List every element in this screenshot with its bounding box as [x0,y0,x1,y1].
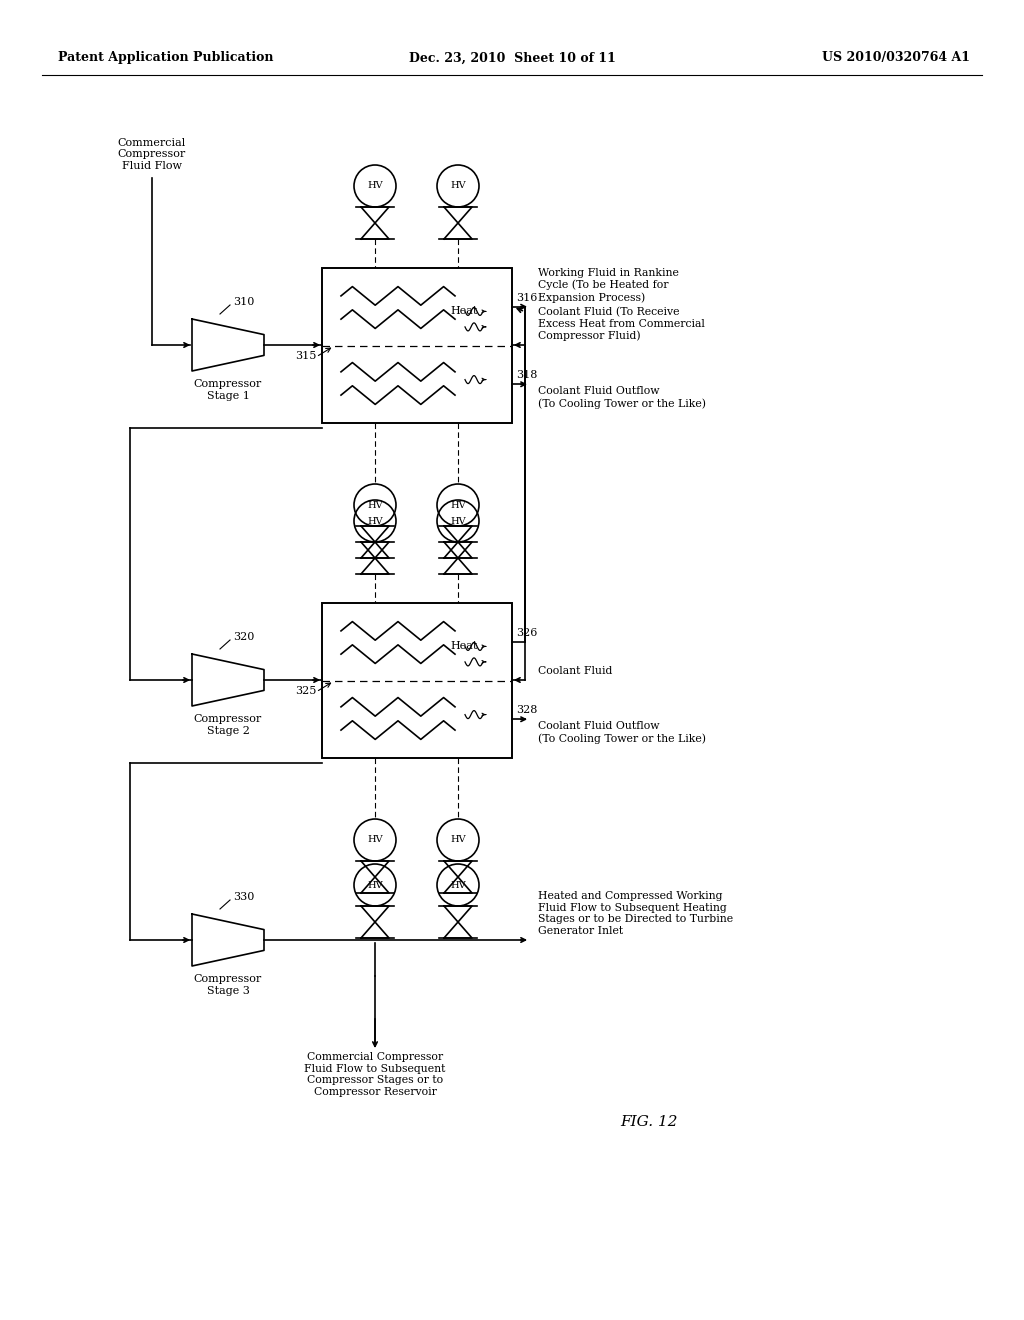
Text: Coolant Fluid (To Receive
Excess Heat from Commercial
Compressor Fluid): Coolant Fluid (To Receive Excess Heat fr… [538,306,705,341]
Text: HV: HV [368,516,383,525]
Text: Patent Application Publication: Patent Application Publication [58,51,273,65]
Bar [322,268,512,422]
Text: Compressor
Stage 2: Compressor Stage 2 [194,714,262,735]
Text: HV: HV [451,880,466,890]
Text: Heat: Heat [451,306,478,317]
Text: 320: 320 [233,632,254,642]
Text: HV: HV [451,500,466,510]
Text: 328: 328 [516,705,538,715]
Text: Dec. 23, 2010  Sheet 10 of 11: Dec. 23, 2010 Sheet 10 of 11 [409,51,615,65]
Text: US 2010/0320764 A1: US 2010/0320764 A1 [822,51,970,65]
Text: Heated and Compressed Working
Fluid Flow to Subsequent Heating
Stages or to be D: Heated and Compressed Working Fluid Flow… [538,891,733,936]
Text: HV: HV [451,516,466,525]
Text: Working Fluid in Rankine
Cycle (To be Heated for
Expansion Process): Working Fluid in Rankine Cycle (To be He… [538,268,679,302]
Text: FIG. 12: FIG. 12 [620,1115,678,1129]
Text: Coolant Fluid Outflow
(To Cooling Tower or the Like): Coolant Fluid Outflow (To Cooling Tower … [538,721,706,743]
Text: HV: HV [368,181,383,190]
Text: 310: 310 [233,297,254,308]
Text: Compressor
Stage 1: Compressor Stage 1 [194,379,262,400]
Text: Commercial
Compressor
Fluid Flow: Commercial Compressor Fluid Flow [118,137,186,172]
Text: 316: 316 [516,293,538,302]
Text: Coolant Fluid Outflow
(To Cooling Tower or the Like): Coolant Fluid Outflow (To Cooling Tower … [538,387,706,408]
Text: 318: 318 [516,370,538,380]
Text: HV: HV [368,880,383,890]
Text: Coolant Fluid: Coolant Fluid [538,667,612,676]
Text: 330: 330 [233,892,254,902]
Text: Compressor
Stage 3: Compressor Stage 3 [194,974,262,995]
Text: 315: 315 [296,351,317,360]
Text: Commercial Compressor
Fluid Flow to Subsequent
Compressor Stages or to
Compresso: Commercial Compressor Fluid Flow to Subs… [304,1052,445,1097]
Bar [322,603,512,758]
Text: HV: HV [368,500,383,510]
Text: HV: HV [368,836,383,845]
Text: HV: HV [451,181,466,190]
Text: 325: 325 [296,686,317,696]
Text: Heat: Heat [451,642,478,651]
Text: HV: HV [451,836,466,845]
Text: 326: 326 [516,628,538,638]
